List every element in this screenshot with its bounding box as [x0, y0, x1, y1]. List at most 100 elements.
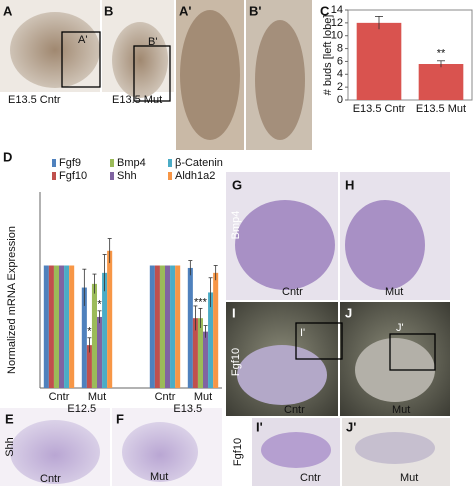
y-tick-label: 10	[331, 30, 343, 42]
group-label: E13.5	[173, 403, 202, 415]
panel-label: B	[104, 3, 113, 18]
bar	[86, 345, 92, 388]
caption: Mut	[385, 286, 403, 298]
caption: Cntr	[284, 404, 305, 416]
legend-swatch	[168, 159, 172, 167]
panel-label: I'	[256, 419, 263, 434]
photo-j	[340, 302, 450, 416]
bar	[154, 265, 160, 388]
x-tick-label: Cntr	[155, 391, 176, 403]
box-label: J'	[396, 322, 404, 334]
legend-swatch	[110, 172, 114, 180]
panel-label: J	[345, 305, 352, 320]
bar	[165, 265, 171, 388]
inset-box	[295, 322, 343, 360]
bar	[81, 287, 87, 388]
row-label: Shh	[4, 437, 16, 457]
bar	[175, 265, 181, 388]
bar	[170, 265, 176, 388]
y-tick-label: 12	[331, 17, 343, 29]
panel-label: E	[5, 411, 14, 426]
y-axis-label: # buds [left lobe]	[322, 15, 334, 96]
row-label: Fgf10	[230, 348, 242, 376]
panel-label: J'	[346, 419, 356, 434]
bar	[197, 318, 203, 388]
y-tick-label: 14	[331, 4, 343, 16]
caption: Mut	[392, 404, 410, 416]
x-tick-label: Mut	[88, 391, 106, 403]
photo-a2	[176, 0, 244, 150]
x-tick-label: Cntr	[49, 391, 70, 403]
bar	[159, 265, 165, 388]
bar	[48, 265, 54, 388]
significance: **	[437, 48, 446, 60]
panel-label: G	[232, 177, 242, 192]
bar	[53, 265, 59, 388]
significance: ***	[194, 296, 208, 308]
bar	[208, 292, 214, 388]
bar	[418, 64, 464, 100]
legend-swatch	[168, 172, 172, 180]
inset-box	[389, 333, 436, 371]
bar	[192, 318, 198, 388]
bar	[107, 250, 113, 388]
legend-swatch	[52, 159, 56, 167]
x-tick-label: Mut	[194, 391, 212, 403]
panel-label: H	[345, 177, 354, 192]
caption: Cntr	[300, 472, 321, 484]
y-tick-label: 2	[337, 81, 343, 93]
bar	[187, 267, 193, 388]
y-tick-label: 0	[337, 94, 343, 106]
panel-label: A'	[179, 3, 191, 18]
box-label: A'	[78, 34, 87, 46]
caption: E13.5 Cntr	[8, 94, 61, 106]
legend-label: Fgf9	[59, 157, 81, 169]
photo-g	[226, 172, 338, 300]
legend-label: Fgf10	[59, 170, 87, 182]
caption: Mut	[400, 472, 418, 484]
panel-label: I	[232, 305, 236, 320]
panel-label: F	[116, 411, 124, 426]
box-label: B'	[148, 36, 157, 48]
bar	[43, 265, 49, 388]
panel-label: A	[3, 3, 13, 18]
significance: *	[97, 299, 102, 311]
row-label: Fgf10	[232, 438, 244, 466]
panel-label: B'	[249, 3, 261, 18]
photo-j2	[342, 418, 450, 486]
bar	[97, 316, 103, 388]
significance: *	[87, 326, 92, 338]
photo-b2	[246, 0, 312, 150]
box-label: I'	[300, 327, 305, 339]
photo-i2	[252, 418, 340, 486]
bar	[356, 22, 402, 100]
photo-e	[0, 408, 110, 486]
bar	[102, 272, 108, 388]
inset-box	[61, 31, 101, 88]
legend-swatch	[52, 172, 56, 180]
photo-h	[340, 172, 450, 300]
x-tick-label: E13.5 Mut	[416, 103, 466, 115]
photo-i	[226, 302, 338, 416]
y-axis-label: Normalized mRNA Expression	[6, 226, 18, 374]
y-tick-label: 8	[337, 42, 343, 54]
legend-label: β-Catenin	[175, 157, 223, 169]
panel-label: C	[320, 3, 330, 18]
bar	[149, 265, 155, 388]
bar	[64, 265, 70, 388]
photo-f	[112, 408, 222, 486]
photo-a	[0, 0, 100, 92]
group-label: E12.5	[67, 403, 96, 415]
bar	[203, 331, 209, 388]
bar	[69, 265, 75, 388]
y-tick-label: 4	[337, 68, 343, 80]
bar	[91, 283, 97, 388]
row-label: Bmp4	[230, 211, 242, 240]
inset-box	[133, 45, 171, 102]
legend-label: Shh	[117, 170, 137, 182]
legend-label: Aldh1a2	[175, 170, 215, 182]
plot-frame	[347, 9, 473, 101]
panel-label: D	[3, 149, 12, 164]
caption: Cntr	[282, 286, 303, 298]
